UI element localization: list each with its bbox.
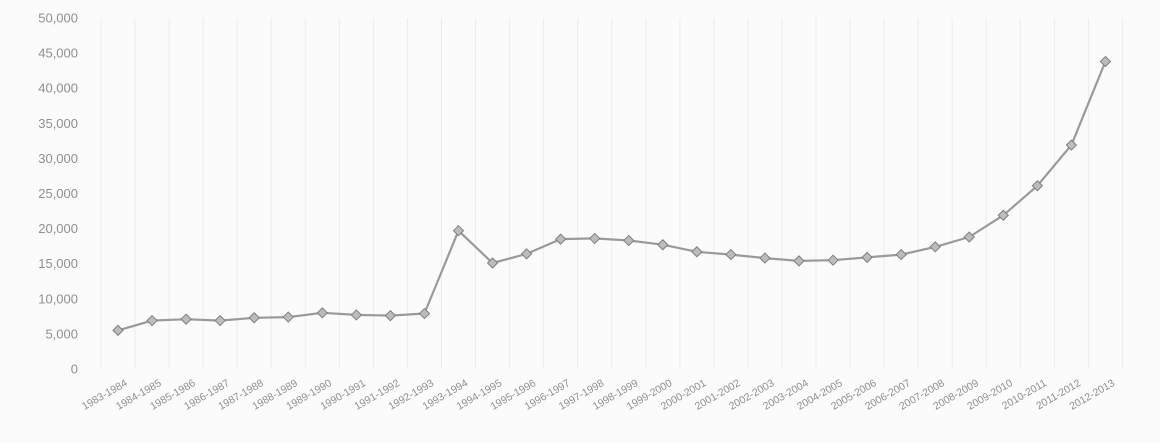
data-point	[384, 309, 397, 322]
y-tick-label: 50,000	[38, 11, 78, 26]
y-tick-label: 15,000	[38, 256, 78, 271]
data-point	[963, 231, 975, 243]
y-tick-label: 0	[71, 362, 78, 377]
data-point	[214, 314, 226, 327]
data-point	[657, 239, 669, 251]
data-point	[623, 234, 635, 247]
data-point	[827, 254, 839, 266]
data-point	[1099, 55, 1112, 68]
data-point	[861, 251, 873, 264]
data-point	[486, 257, 499, 269]
y-tick-label: 25,000	[38, 186, 78, 201]
y-tick-label: 45,000	[38, 46, 78, 61]
series-line	[117, 61, 1107, 332]
data-point	[588, 232, 601, 245]
data-point	[554, 233, 567, 245]
data-point	[112, 324, 124, 337]
series-layer	[112, 55, 1112, 337]
y-tick-label: 35,000	[38, 116, 78, 131]
data-point	[248, 312, 260, 324]
data-point	[282, 311, 294, 323]
data-point	[929, 241, 941, 253]
data-point	[180, 313, 192, 325]
data-point	[793, 255, 805, 267]
data-point	[1065, 139, 1078, 151]
data-point	[316, 307, 329, 319]
y-tick-label: 5,000	[45, 326, 78, 341]
y-tick-label: 10,000	[38, 291, 78, 306]
data-point	[895, 248, 907, 261]
data-point	[691, 246, 703, 258]
y-tick-label: 20,000	[38, 221, 78, 236]
data-point	[725, 248, 737, 261]
data-point	[759, 252, 771, 264]
y-tick-label: 40,000	[38, 81, 78, 96]
data-point	[350, 309, 363, 321]
y-axis: 0 5,000 10,000 15,000 20,000 25,000 30,000 35,0…	[38, 11, 78, 377]
data-point	[146, 314, 158, 327]
data-point	[452, 224, 465, 237]
data-point	[1031, 180, 1044, 192]
y-tick-label: 30,000	[38, 151, 78, 166]
data-point	[520, 248, 533, 260]
data-point	[997, 209, 1010, 221]
gridlines	[100, 18, 1123, 369]
data-point	[418, 307, 431, 320]
